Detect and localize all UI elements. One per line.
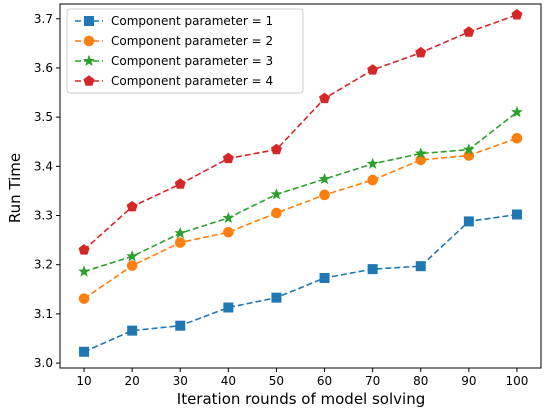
data-point <box>414 147 427 159</box>
x-tick-label: 100 <box>505 374 528 388</box>
data-point <box>79 346 90 357</box>
legend-entry: Component parameter = 2 <box>75 34 273 48</box>
data-point <box>463 26 475 37</box>
data-point <box>415 46 427 58</box>
data-point <box>463 216 474 227</box>
x-tick-label: 30 <box>173 374 188 388</box>
legend-label: Component parameter = 1 <box>111 14 273 28</box>
legend-label: Component parameter = 2 <box>111 34 273 48</box>
axes-layer: 10 20 30 40 50 60 70 80 90 100 3.0 3.1 3.2 3.3 3.4 3.5 3… <box>34 3 542 388</box>
x-tick-label: 40 <box>221 374 236 388</box>
data-point <box>462 143 475 155</box>
x-axis-label: Iteration rounds of model solving <box>177 390 425 408</box>
data-point <box>319 92 331 104</box>
legend-box <box>66 8 304 94</box>
data-point <box>78 265 90 277</box>
plot-frame <box>59 3 542 369</box>
legend-entry: Component parameter = 1 <box>75 14 273 28</box>
data-point <box>174 178 186 189</box>
data-point <box>366 157 379 169</box>
series-3 <box>78 106 523 277</box>
data-point <box>127 325 138 336</box>
series-line-4 <box>83 14 518 251</box>
legend-label: Component parameter = 3 <box>111 54 273 68</box>
data-point <box>222 152 234 164</box>
legend-marker <box>83 54 95 67</box>
series-2 <box>78 132 523 304</box>
data-point <box>174 237 186 248</box>
data-point <box>511 209 522 220</box>
series-line-1 <box>83 213 518 353</box>
plot-data-layer <box>78 9 523 357</box>
series-4 <box>78 9 523 255</box>
y-tick-label: 3.3 <box>34 209 53 223</box>
data-point <box>175 320 186 331</box>
y-tick-label: 3.7 <box>34 12 53 26</box>
legend-entry: Component parameter = 3 <box>75 54 273 68</box>
data-point <box>271 292 282 303</box>
y-axis-label: Run Time <box>6 153 24 223</box>
legend-label: Component parameter = 4 <box>111 74 273 88</box>
legend-entry: Component parameter = 4 <box>75 74 273 88</box>
y-tick-label: 3.6 <box>34 61 53 75</box>
data-point <box>415 261 426 272</box>
data-point <box>367 174 378 186</box>
data-point <box>367 64 379 75</box>
series-line-2 <box>83 137 518 300</box>
data-point <box>319 272 330 283</box>
y-tick-label: 3.0 <box>34 356 53 370</box>
y-tick-label: 3.4 <box>34 159 53 173</box>
legend-marker <box>83 35 95 47</box>
data-point <box>270 188 283 200</box>
data-point <box>319 189 330 201</box>
y-tick-label: 3.1 <box>34 307 53 321</box>
legend-marker <box>84 16 94 26</box>
data-point <box>126 260 138 271</box>
data-point <box>511 106 523 118</box>
x-tick-label: 50 <box>269 374 284 388</box>
data-point <box>126 250 139 262</box>
data-point <box>222 211 235 223</box>
data-point <box>318 172 331 185</box>
x-tick-label: 60 <box>317 374 332 388</box>
data-point <box>415 154 427 166</box>
data-point <box>126 200 138 212</box>
data-point <box>174 227 187 239</box>
x-tick-label: 20 <box>125 374 140 388</box>
data-point <box>367 264 378 275</box>
data-point <box>271 207 282 219</box>
data-point <box>511 9 523 20</box>
legend: Component parameter = 1 Component paramet… <box>66 8 304 94</box>
data-point <box>511 132 523 144</box>
data-point <box>78 293 90 304</box>
y-tick-label: 3.5 <box>34 110 53 124</box>
y-tick-label: 3.2 <box>34 258 53 272</box>
series-1 <box>79 209 522 357</box>
series-line-3 <box>83 111 518 273</box>
data-point <box>223 302 234 313</box>
x-tick-label: 10 <box>76 374 91 388</box>
legend-marker <box>83 75 95 86</box>
data-point <box>270 143 282 155</box>
x-tick-label: 80 <box>413 374 428 388</box>
x-tick-label: 70 <box>365 374 380 388</box>
data-point <box>78 244 90 255</box>
x-tick-label: 90 <box>461 374 476 388</box>
data-point <box>223 226 234 238</box>
